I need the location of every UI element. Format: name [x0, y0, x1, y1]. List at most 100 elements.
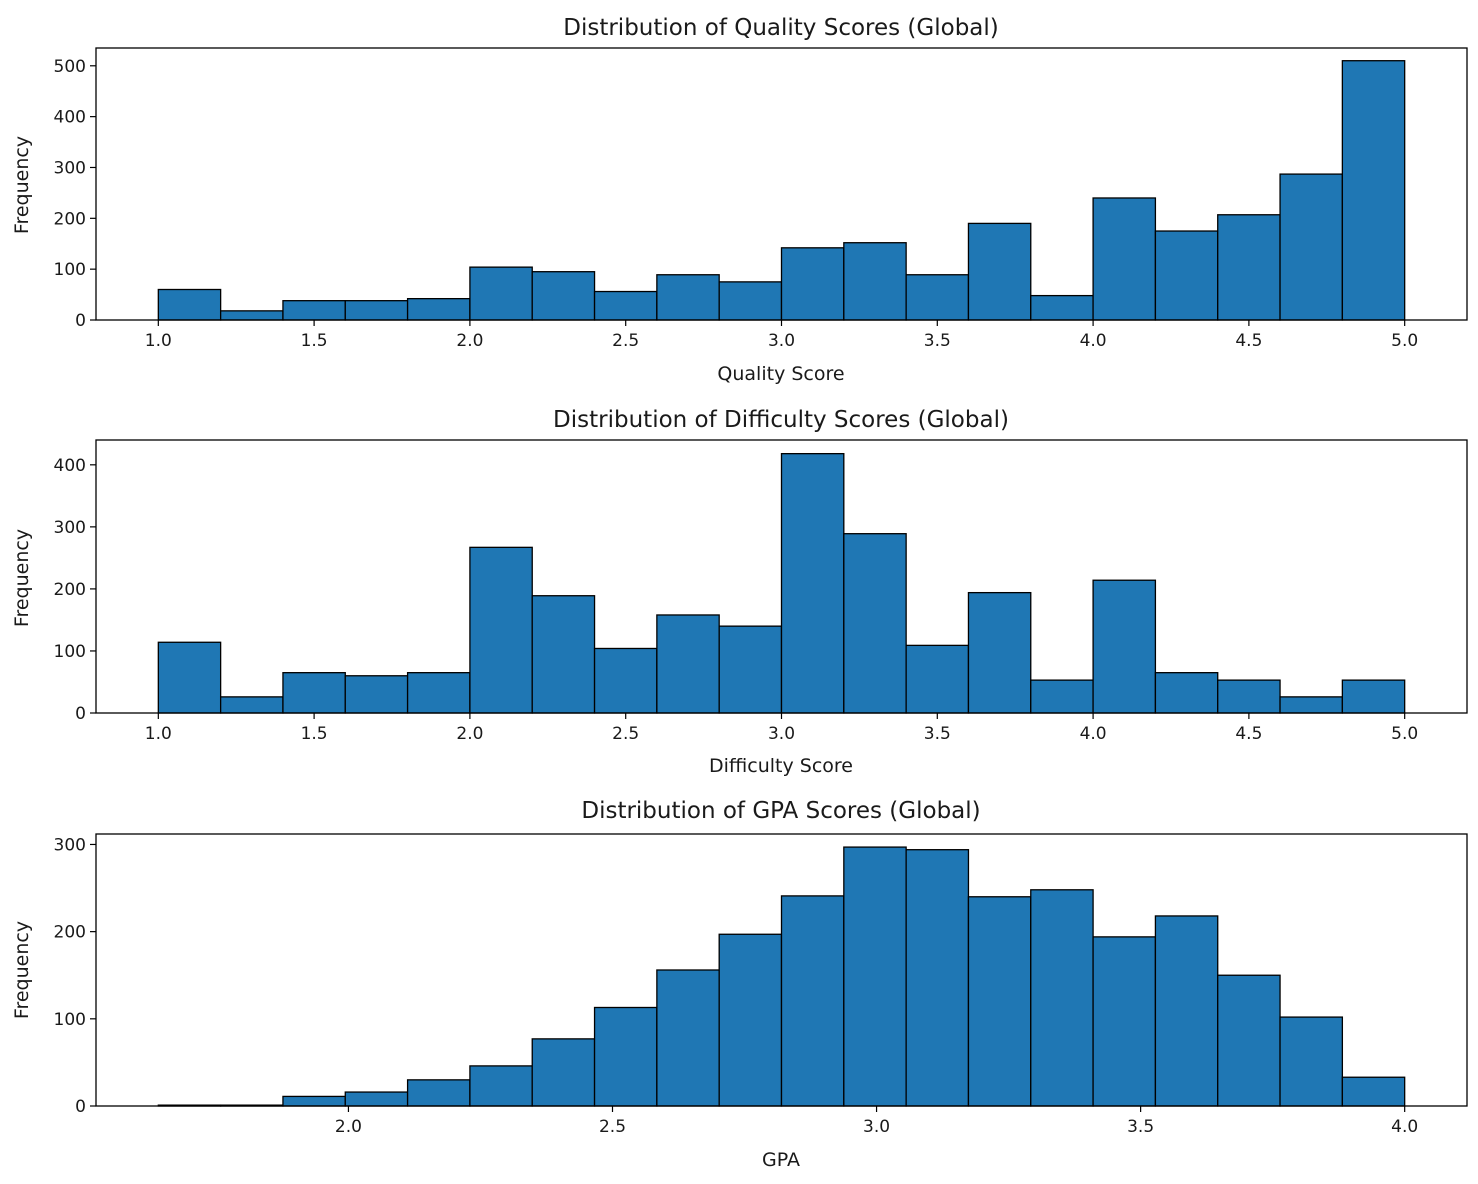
difficulty-histogram-bar — [1279, 696, 1344, 714]
gpa-x-tick-label: 3.5 — [1127, 1117, 1154, 1137]
difficulty-histogram-bar — [780, 452, 845, 714]
gpa-bars — [157, 846, 1406, 1107]
difficulty-x-tick-label: 1.5 — [301, 724, 328, 744]
difficulty-histogram-bar — [843, 533, 907, 714]
gpa-x-tick-label: 2.5 — [599, 1117, 626, 1137]
quality-histogram-bar — [1092, 197, 1157, 321]
difficulty-y-ticks: 0 100 200 300 400 — [54, 456, 96, 724]
gpa-x-tick-label: 2.0 — [335, 1117, 362, 1137]
difficulty-x-tick-label: 2.5 — [612, 724, 639, 744]
quality-y-tick-label: 500 — [54, 57, 86, 77]
gpa-histogram-bar — [344, 1091, 409, 1107]
quality-x-tick-label: 1.5 — [301, 331, 328, 351]
difficulty-histogram-bar — [1217, 679, 1281, 714]
gpa-histogram-bar — [593, 1006, 658, 1107]
difficulty-y-axis-label: Frequency — [11, 529, 33, 627]
gpa-x-tick-label: 4.0 — [1391, 1117, 1418, 1137]
quality-y-tick-label: 300 — [54, 158, 86, 178]
gpa-y-tick-label: 100 — [54, 1010, 86, 1030]
gpa-histogram-bar — [1279, 1016, 1344, 1107]
difficulty-y-tick-label: 100 — [54, 642, 86, 662]
difficulty-histogram-bar — [718, 625, 783, 714]
difficulty-x-tick-label: 2.0 — [456, 724, 483, 744]
difficulty-x-tick-label: 4.5 — [1235, 724, 1262, 744]
difficulty-x-tick-label: 3.5 — [924, 724, 951, 744]
quality-histogram-bar — [531, 271, 596, 321]
quality-x-tick-label: 4.5 — [1235, 331, 1262, 351]
difficulty-histogram-bar — [656, 614, 720, 714]
gpa-histogram-bar — [1030, 889, 1094, 1107]
quality-bars — [157, 60, 1406, 321]
quality-histogram-bar — [780, 247, 845, 321]
gpa-histogram-bar — [843, 846, 907, 1107]
quality-histogram-bar — [656, 274, 720, 321]
difficulty-x-ticks: 1.0 1.5 2.0 2.5 3.0 3.5 4.0 4.5 5.0 — [145, 713, 1418, 744]
quality-x-axis-label: Quality Score — [717, 363, 844, 385]
difficulty-y-tick-label: 200 — [54, 580, 86, 600]
gpa-histogram-bar — [656, 969, 720, 1107]
gpa-y-tick-label: 0 — [75, 1097, 86, 1117]
difficulty-histogram-bar — [1092, 579, 1157, 714]
gpa-y-ticks: 0 100 200 300 — [54, 835, 96, 1117]
quality-histogram-bar — [469, 266, 533, 321]
quality-histogram-bar — [282, 300, 346, 321]
quality-chart-title: Distribution of Quality Scores (Global) — [563, 15, 999, 41]
quality-x-tick-label: 2.5 — [612, 331, 639, 351]
quality-histogram-bar — [219, 310, 284, 321]
quality-histogram-bar — [157, 288, 222, 321]
gpa-histogram-bar — [1341, 1076, 1406, 1107]
quality-x-tick-label: 3.0 — [768, 331, 795, 351]
quality-histogram-bar — [1030, 294, 1094, 321]
quality-histogram-bar — [406, 297, 471, 321]
quality-histogram-bar — [1217, 214, 1281, 321]
gpa-x-ticks: 2.0 2.5 3.0 3.5 4.0 — [335, 1106, 1418, 1137]
difficulty-y-tick-label: 400 — [54, 456, 86, 476]
difficulty-histogram-bar — [219, 696, 284, 714]
gpa-histogram-bar — [406, 1079, 471, 1107]
quality-y-ticks: 0 100 200 300 400 500 — [54, 57, 96, 331]
quality-y-axis-label: Frequency — [11, 136, 33, 234]
difficulty-histogram-bar — [406, 672, 471, 714]
quality-x-tick-label: 1.0 — [145, 331, 172, 351]
difficulty-x-tick-label: 4.0 — [1080, 724, 1107, 744]
difficulty-histogram-panel: Distribution of Difficulty Scores (Globa… — [11, 407, 1468, 777]
difficulty-histogram-bar — [593, 647, 658, 714]
difficulty-histogram-bar — [344, 675, 409, 714]
gpa-chart-title: Distribution of GPA Scores (Global) — [581, 798, 980, 824]
gpa-histogram-bar — [282, 1095, 346, 1107]
quality-histogram-bar — [905, 274, 970, 321]
difficulty-chart-title: Distribution of Difficulty Scores (Globa… — [553, 407, 1009, 433]
quality-histogram-panel: Distribution of Quality Scores (Global) … — [11, 15, 1468, 385]
difficulty-x-tick-label: 1.0 — [145, 724, 172, 744]
gpa-y-tick-label: 300 — [54, 835, 86, 855]
gpa-histogram-bar — [531, 1038, 596, 1107]
quality-y-tick-label: 400 — [54, 108, 86, 128]
difficulty-histogram-bar — [157, 641, 222, 714]
difficulty-histogram-bar — [282, 672, 346, 714]
quality-y-tick-label: 200 — [54, 209, 86, 229]
quality-x-ticks: 1.0 1.5 2.0 2.5 3.0 3.5 4.0 4.5 5.0 — [145, 320, 1418, 351]
difficulty-histogram-bar — [967, 591, 1032, 714]
gpa-y-axis-label: Frequency — [11, 921, 33, 1019]
difficulty-x-tick-label: 3.0 — [768, 724, 795, 744]
quality-histogram-bar — [593, 290, 658, 321]
difficulty-histogram-bar — [1154, 672, 1219, 714]
gpa-histogram-bar — [780, 895, 845, 1107]
difficulty-histogram-bar — [531, 595, 596, 714]
gpa-y-tick-label: 200 — [54, 923, 86, 943]
quality-histogram-bar — [718, 281, 783, 321]
quality-histogram-bar — [843, 242, 907, 321]
gpa-axes-frame — [95, 833, 1468, 1107]
gpa-histogram-bar — [1217, 974, 1281, 1107]
quality-x-tick-label: 5.0 — [1391, 331, 1418, 351]
difficulty-bars — [157, 452, 1406, 714]
gpa-histogram-bar — [967, 896, 1032, 1107]
quality-histogram-bar — [344, 300, 409, 321]
quality-histogram-bar — [1154, 230, 1219, 321]
difficulty-histogram-bar — [469, 546, 533, 714]
quality-histogram-bar — [1341, 60, 1406, 321]
difficulty-y-tick-label: 0 — [75, 704, 86, 724]
gpa-histogram-bar — [905, 849, 970, 1107]
quality-x-tick-label: 2.0 — [456, 331, 483, 351]
quality-x-tick-label: 4.0 — [1080, 331, 1107, 351]
